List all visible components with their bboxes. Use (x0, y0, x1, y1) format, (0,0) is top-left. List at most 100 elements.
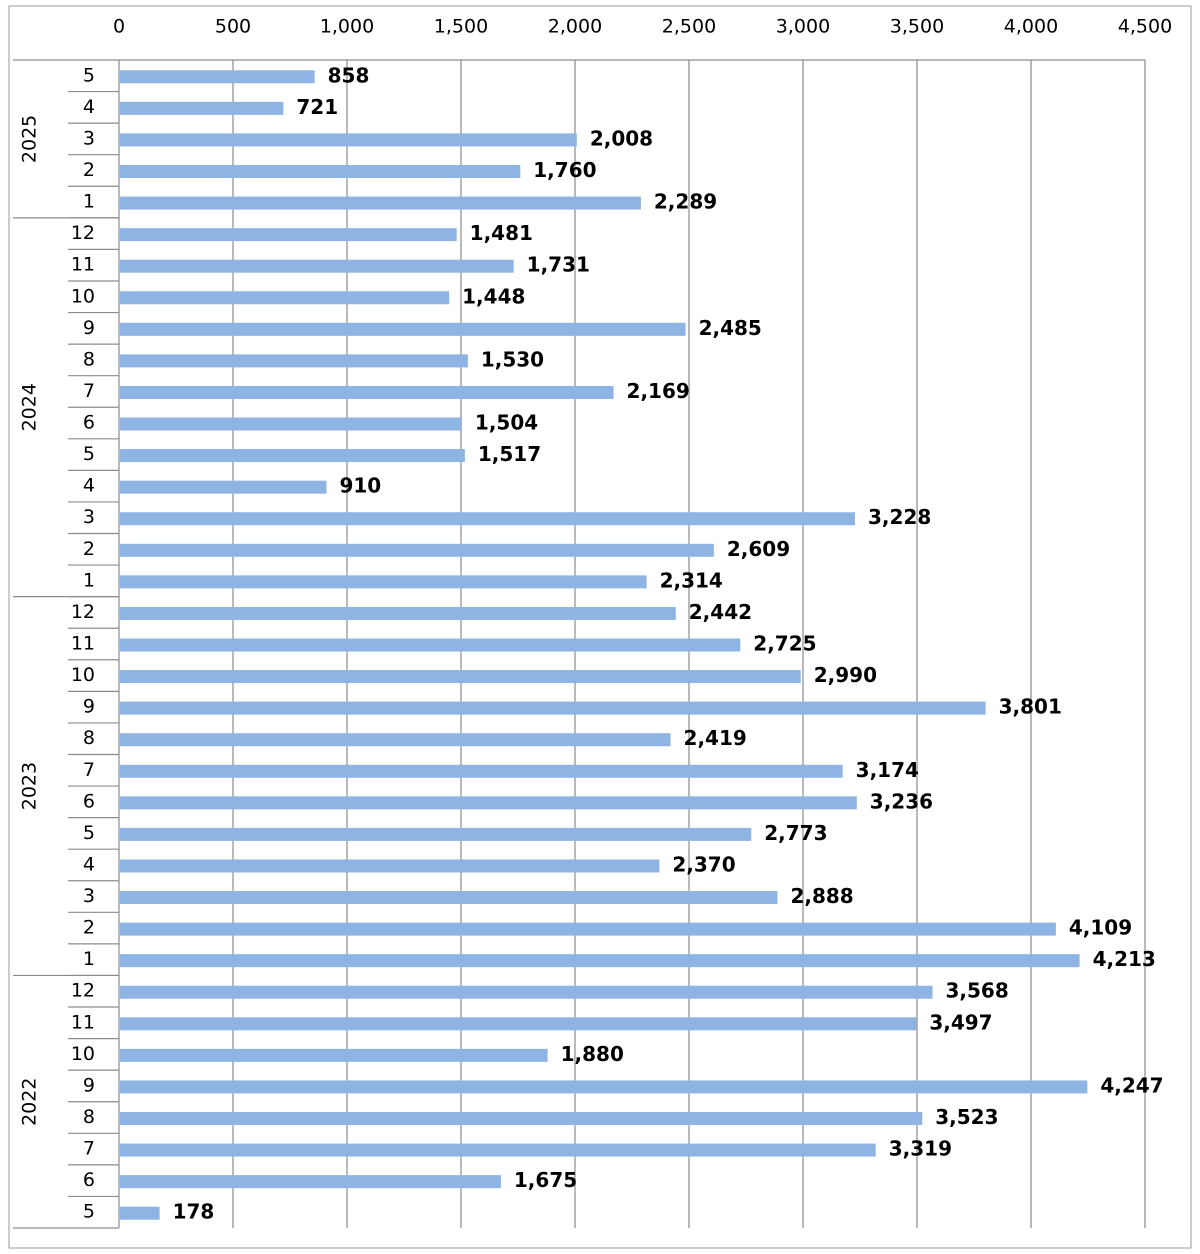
bar (120, 133, 577, 147)
bar (120, 101, 284, 115)
data-label: 1,517 (478, 442, 541, 466)
bar (120, 954, 1080, 968)
month-label: 5 (83, 64, 95, 86)
bar (120, 1048, 548, 1062)
bar (120, 638, 741, 652)
data-label: 1,880 (561, 1042, 624, 1066)
bar (120, 322, 686, 336)
data-label: 2,609 (727, 537, 790, 561)
x-tick-label: 0 (113, 16, 125, 38)
data-label: 2,442 (689, 600, 752, 624)
month-label: 9 (83, 317, 95, 339)
chart-border (8, 5, 1192, 1249)
month-label: 8 (83, 727, 95, 749)
data-label: 858 (328, 63, 370, 87)
month-label: 3 (83, 885, 95, 907)
data-label: 910 (339, 474, 381, 498)
data-label: 1,448 (462, 284, 525, 308)
month-label: 3 (83, 506, 95, 528)
data-label: 2,888 (790, 884, 853, 908)
data-label: 3,523 (935, 1105, 998, 1129)
bar (120, 796, 857, 810)
data-label: 3,801 (999, 695, 1062, 719)
x-tick-label: 1,500 (434, 16, 488, 38)
month-label: 7 (83, 759, 95, 781)
x-tick-label: 3,000 (776, 16, 830, 38)
bar (120, 859, 660, 873)
data-label: 2,314 (660, 568, 723, 592)
data-label: 3,497 (929, 1010, 992, 1034)
data-label: 2,773 (764, 821, 827, 845)
month-label: 5 (83, 1201, 95, 1223)
bar (120, 733, 671, 747)
data-label: 1,760 (533, 158, 596, 182)
year-label: 2022 (19, 1078, 41, 1126)
month-label: 11 (71, 254, 95, 276)
month-label: 2 (83, 917, 95, 939)
bar (120, 354, 468, 368)
data-label: 1,731 (527, 253, 590, 277)
data-label: 3,568 (946, 979, 1009, 1003)
month-label: 7 (83, 1138, 95, 1160)
month-label: 12 (71, 222, 95, 244)
month-label: 11 (71, 1011, 95, 1033)
month-label: 1 (83, 191, 95, 213)
bar (120, 922, 1056, 936)
month-label: 10 (71, 664, 95, 686)
x-tick-label: 4,000 (1004, 16, 1058, 38)
data-label: 1,481 (470, 221, 533, 245)
month-label: 9 (83, 1074, 95, 1096)
data-label: 3,319 (889, 1137, 952, 1161)
bar (120, 291, 450, 305)
month-label: 8 (83, 1106, 95, 1128)
bar (120, 606, 676, 620)
bar (120, 417, 462, 431)
data-label: 2,289 (654, 190, 717, 214)
data-label: 1,504 (475, 411, 538, 435)
bar (120, 1175, 501, 1189)
month-label: 2 (83, 159, 95, 181)
data-label: 178 (173, 1200, 215, 1224)
bar (120, 259, 514, 273)
data-label: 3,236 (870, 789, 933, 813)
bar (120, 764, 843, 778)
year-label: 2025 (19, 115, 41, 163)
x-tick-label: 2,000 (548, 16, 602, 38)
data-label: 1,675 (514, 1168, 577, 1192)
data-label: 3,174 (856, 758, 919, 782)
data-label: 4,213 (1093, 947, 1156, 971)
bar (120, 1112, 923, 1126)
month-label: 5 (83, 822, 95, 844)
x-tick-label: 1,000 (320, 16, 374, 38)
month-label: 9 (83, 696, 95, 718)
month-label: 6 (83, 1169, 95, 1191)
x-tick-label: 4,500 (1118, 16, 1172, 38)
bar (120, 70, 315, 84)
bar (120, 543, 714, 557)
month-label: 12 (71, 980, 95, 1002)
bar (120, 228, 457, 242)
year-label: 2024 (19, 383, 41, 431)
bar (120, 1143, 876, 1157)
month-label: 3 (83, 127, 95, 149)
data-label: 2,725 (753, 632, 816, 656)
x-tick-label: 3,500 (890, 16, 944, 38)
bar (120, 164, 521, 178)
month-label: 2 (83, 538, 95, 560)
data-label: 4,247 (1100, 1073, 1163, 1097)
data-label: 721 (296, 95, 338, 119)
month-label: 10 (71, 1043, 95, 1065)
month-label: 11 (71, 633, 95, 655)
x-tick-label: 500 (215, 16, 251, 38)
bar (120, 701, 986, 715)
bar (120, 196, 641, 210)
bar (120, 512, 855, 526)
month-label: 10 (71, 285, 95, 307)
month-label: 1 (83, 948, 95, 970)
data-label: 1,530 (481, 347, 544, 371)
month-label: 4 (83, 96, 95, 118)
bar (120, 985, 933, 999)
bar (120, 449, 465, 463)
